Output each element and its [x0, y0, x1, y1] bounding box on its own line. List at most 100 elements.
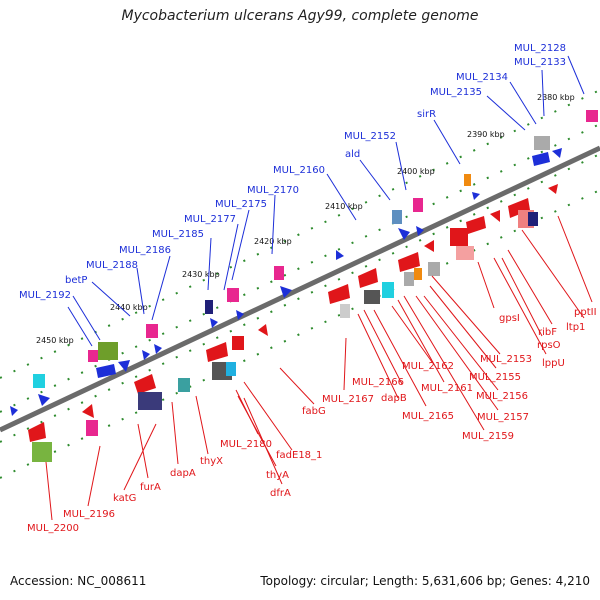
- forward-gene-arrow[interactable]: [38, 394, 50, 406]
- gene-label[interactable]: ltp1: [566, 322, 585, 333]
- gene-label[interactable]: MUL_2170: [247, 185, 299, 196]
- feature-box[interactable]: [227, 288, 239, 302]
- gene-label[interactable]: MUL_2186: [119, 245, 171, 256]
- feature-box[interactable]: [450, 228, 468, 246]
- gene-label[interactable]: dapB: [381, 393, 407, 404]
- reverse-gene-arrow[interactable]: [134, 374, 156, 394]
- gene-label[interactable]: gpsI: [499, 313, 520, 324]
- gene-label[interactable]: thyA: [266, 470, 289, 481]
- forward-gene-arrow[interactable]: [10, 406, 18, 416]
- feature-box[interactable]: [178, 378, 190, 392]
- feature-box[interactable]: [226, 362, 236, 376]
- gene-label[interactable]: MUL_2155: [469, 372, 521, 383]
- gene-label[interactable]: betP: [65, 275, 87, 286]
- feature-box[interactable]: [274, 266, 284, 280]
- gene-label[interactable]: MUL_2162: [402, 361, 454, 372]
- forward-gene-arrow[interactable]: [532, 152, 550, 166]
- feature-box[interactable]: [205, 300, 213, 314]
- gene-label[interactable]: pptII: [574, 307, 597, 318]
- feature-box[interactable]: [456, 246, 474, 260]
- gene-label[interactable]: dapA: [170, 468, 196, 479]
- gene-label[interactable]: MUL_2177: [184, 214, 236, 225]
- gene-label[interactable]: MUL_2161: [421, 383, 473, 394]
- gene-label[interactable]: MUL_2185: [152, 229, 204, 240]
- reverse-gene-arrow[interactable]: [424, 240, 434, 252]
- feature-box[interactable]: [88, 350, 98, 362]
- gene-label[interactable]: MUL_2165: [402, 411, 454, 422]
- feature-box[interactable]: [33, 374, 45, 388]
- feature-box[interactable]: [528, 212, 538, 226]
- forward-gene-arrow[interactable]: [236, 310, 244, 320]
- feature-box[interactable]: [413, 198, 423, 212]
- gene-label[interactable]: MUL_2159: [462, 431, 514, 442]
- feature-box[interactable]: [586, 110, 598, 122]
- gene-label[interactable]: ald: [345, 149, 360, 160]
- feature-box[interactable]: [32, 442, 52, 462]
- feature-box[interactable]: [340, 304, 350, 318]
- gene-label[interactable]: sirR: [417, 109, 436, 120]
- reverse-gene-arrow[interactable]: [398, 252, 420, 272]
- forward-gene-arrow[interactable]: [142, 350, 150, 360]
- forward-gene-arrow[interactable]: [336, 250, 344, 260]
- gene-label[interactable]: MUL_2156: [476, 391, 528, 402]
- gene-label[interactable]: MUL_2175: [215, 199, 267, 210]
- forward-gene-arrow[interactable]: [210, 318, 218, 328]
- gene-label[interactable]: ribF: [538, 327, 557, 338]
- feature-box[interactable]: [232, 336, 244, 350]
- forward-features: [10, 110, 598, 416]
- gene-label[interactable]: fabG: [302, 406, 326, 417]
- gene-label[interactable]: furA: [140, 482, 161, 493]
- gene-label[interactable]: MUL_2160: [273, 165, 325, 176]
- gene-label[interactable]: MUL_2180: [220, 439, 272, 450]
- feature-box[interactable]: [428, 262, 440, 276]
- gene-label[interactable]: MUL_2153: [480, 354, 532, 365]
- reverse-gene-arrow[interactable]: [328, 284, 350, 304]
- gene-label[interactable]: lppU: [542, 358, 565, 369]
- gene-label[interactable]: rpsO: [537, 340, 561, 351]
- reverse-gene-arrow[interactable]: [82, 404, 94, 418]
- gene-label[interactable]: MUL_2128: [514, 43, 566, 54]
- forward-gene-arrow[interactable]: [416, 226, 424, 236]
- gene-label[interactable]: thyX: [200, 456, 223, 467]
- forward-gene-arrow[interactable]: [552, 148, 562, 158]
- forward-gene-arrow[interactable]: [280, 286, 292, 298]
- gene-label[interactable]: dfrA: [270, 488, 291, 499]
- forward-gene-arrow[interactable]: [154, 344, 162, 354]
- gene-label[interactable]: MUL_2152: [344, 131, 396, 142]
- gene-label[interactable]: MUL_2188: [86, 260, 138, 271]
- gene-label[interactable]: MUL_2133: [514, 57, 566, 68]
- gene-label[interactable]: fadE18_1: [276, 450, 322, 461]
- feature-box[interactable]: [382, 282, 394, 298]
- gene-label[interactable]: MUL_2200: [27, 523, 79, 534]
- feature-box[interactable]: [364, 290, 380, 304]
- feature-box[interactable]: [392, 210, 402, 224]
- feature-box[interactable]: [534, 136, 550, 150]
- reverse-gene-arrow[interactable]: [258, 324, 268, 336]
- reverse-gene-arrow[interactable]: [466, 216, 486, 234]
- gene-label[interactable]: MUL_2167: [322, 394, 374, 405]
- feature-box[interactable]: [404, 272, 414, 286]
- feature-box[interactable]: [86, 420, 98, 436]
- gene-label[interactable]: MUL_2192: [19, 290, 71, 301]
- gene-label[interactable]: MUL_2196: [63, 509, 115, 520]
- gene-label[interactable]: MUL_2157: [477, 412, 529, 423]
- reverse-gene-arrow[interactable]: [548, 184, 558, 194]
- gene-label[interactable]: MUL_2166: [352, 377, 404, 388]
- reverse-gene-arrow[interactable]: [508, 198, 530, 218]
- forward-gene-arrow[interactable]: [472, 192, 480, 200]
- forward-gene-arrow[interactable]: [118, 360, 130, 372]
- feature-box[interactable]: [98, 342, 118, 360]
- feature-box[interactable]: [464, 174, 471, 186]
- gene-label[interactable]: katG: [113, 493, 136, 504]
- reverse-gene-arrow[interactable]: [206, 342, 228, 362]
- gene-label[interactable]: MUL_2134: [456, 72, 508, 83]
- forward-gene-arrow[interactable]: [96, 364, 116, 378]
- reverse-gene-arrow[interactable]: [358, 268, 378, 288]
- feature-box[interactable]: [146, 324, 158, 338]
- feature-box[interactable]: [414, 268, 422, 280]
- reverse-gene-arrow[interactable]: [28, 422, 46, 442]
- forward-gene-arrow[interactable]: [398, 228, 410, 240]
- gene-label[interactable]: MUL_2135: [430, 87, 482, 98]
- feature-box[interactable]: [138, 392, 162, 410]
- reverse-gene-arrow[interactable]: [490, 210, 500, 222]
